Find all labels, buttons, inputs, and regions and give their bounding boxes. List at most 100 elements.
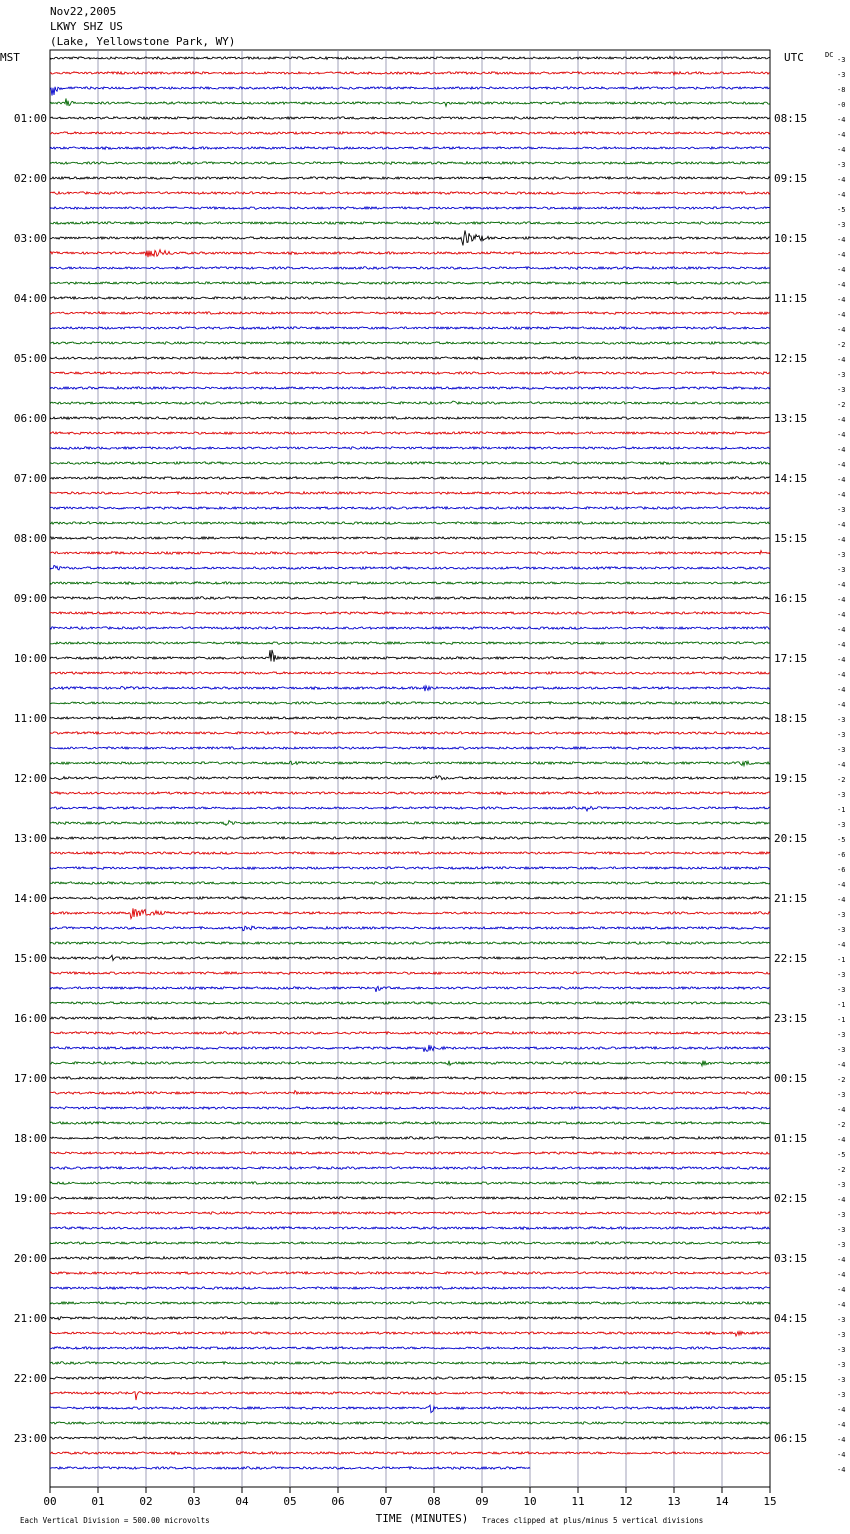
seismic-trace — [49, 1420, 771, 1426]
seismic-trace — [49, 1270, 771, 1276]
right-hour-label: 15:15 — [774, 532, 807, 545]
dc-offset-label: -4 — [837, 491, 845, 499]
dc-offset-label: -4 — [837, 116, 845, 124]
dc-offset-label: -1 — [837, 1016, 845, 1024]
seismic-trace — [49, 505, 771, 511]
x-tick-label: 05 — [283, 1495, 296, 1508]
seismic-trace — [49, 759, 771, 768]
seismic-trace — [49, 1255, 771, 1260]
seismic-trace — [49, 520, 771, 526]
seismic-trace — [49, 985, 771, 993]
seismic-trace — [49, 145, 771, 151]
left-hour-label: 08:00 — [14, 532, 47, 545]
seismic-trace — [49, 1450, 771, 1456]
right-hour-label: 21:15 — [774, 892, 807, 905]
x-axis-label: TIME (MINUTES) — [376, 1512, 469, 1525]
dc-offset-label: -3 — [837, 161, 845, 169]
dc-offset-label: -4 — [837, 326, 845, 334]
dc-offset-label: -4 — [837, 266, 845, 274]
dc-offset-label: -8 — [837, 86, 845, 94]
seismic-trace — [49, 70, 770, 77]
chart-station: LKWY SHZ US — [50, 20, 123, 33]
x-tick-label: 00 — [43, 1495, 56, 1508]
left-hour-label: 23:00 — [14, 1432, 47, 1445]
left-hour-label: 21:00 — [14, 1312, 47, 1325]
right-hour-label: 01:15 — [774, 1132, 807, 1145]
seismic-trace — [49, 430, 771, 436]
seismic-trace — [49, 1044, 771, 1052]
left-hour-label: 13:00 — [14, 832, 47, 845]
left-hour-label: 04:00 — [14, 292, 47, 305]
right-hour-label: 06:15 — [774, 1432, 807, 1445]
dc-offset-label: -3 — [837, 506, 845, 514]
seismic-trace — [49, 248, 771, 258]
seismic-trace — [49, 715, 771, 721]
dc-offset-label: -4 — [837, 191, 845, 199]
seismic-trace — [49, 1375, 771, 1381]
x-tick-label: 07 — [379, 1495, 392, 1508]
plot-frame — [49, 49, 771, 1488]
seismic-trace — [49, 325, 771, 331]
seismic-trace — [50, 1225, 771, 1231]
dc-offset-label: -3 — [837, 986, 845, 994]
seismic-trace — [49, 865, 771, 871]
seismic-trace — [49, 1195, 771, 1201]
seismic-trace — [49, 940, 771, 946]
x-tick-label: 12 — [619, 1495, 632, 1508]
dc-offset-label: -4 — [837, 1451, 845, 1459]
right-hour-label: 09:15 — [774, 172, 807, 185]
left-hour-label: 11:00 — [14, 712, 47, 725]
dc-offset-label: -3 — [837, 1181, 845, 1189]
x-tick-label: 10 — [523, 1495, 536, 1508]
dc-offset-label: -4 — [837, 1256, 845, 1264]
seismic-trace — [49, 1075, 771, 1081]
dc-offset-label: -4 — [837, 236, 845, 244]
dc-label: DC — [825, 51, 833, 59]
seismic-trace — [49, 1345, 771, 1351]
seismic-trace — [49, 460, 771, 466]
dc-offset-label: -4 — [837, 251, 845, 259]
x-tick-label: 11 — [571, 1495, 584, 1508]
seismic-trace — [49, 610, 771, 616]
dc-offset-label: -4 — [837, 611, 845, 619]
seismic-trace — [49, 1465, 531, 1471]
left-hour-label: 09:00 — [14, 592, 47, 605]
seismic-trace — [49, 265, 771, 271]
dc-offset-label: -4 — [837, 146, 845, 154]
dc-offset-label: -3 — [837, 746, 845, 754]
left-hour-label: 12:00 — [14, 772, 47, 785]
dc-offset-label: -4 — [837, 461, 845, 469]
left-hour-label: 19:00 — [14, 1192, 47, 1205]
seismic-trace — [49, 684, 771, 692]
right-hour-label: 00:15 — [774, 1072, 807, 1085]
right-timezone-label: UTC — [784, 51, 804, 64]
x-tick-label: 03 — [187, 1495, 200, 1508]
dc-offset-label: -2 — [837, 776, 845, 784]
right-hour-label: 08:15 — [774, 112, 807, 125]
seismic-trace — [49, 1135, 771, 1141]
seismic-trace — [49, 385, 771, 390]
seismic-trace — [49, 160, 771, 166]
seismic-trace — [49, 895, 771, 901]
seismic-trace — [49, 98, 771, 108]
seismic-trace — [49, 1180, 771, 1186]
dc-offset-label: -3 — [837, 1316, 845, 1324]
dc-offset-label: -4 — [837, 1421, 845, 1429]
right-hour-label: 05:15 — [774, 1372, 807, 1385]
dc-offset-label: -3 — [837, 551, 845, 559]
left-hour-label: 20:00 — [14, 1252, 47, 1265]
seismic-trace — [49, 415, 771, 421]
dc-offset-label: -1 — [837, 1001, 845, 1009]
left-hour-label: 05:00 — [14, 352, 47, 365]
right-hour-label: 11:15 — [774, 292, 807, 305]
dc-offset-label: -4 — [837, 536, 845, 544]
dc-offset-label: -4 — [837, 1136, 845, 1144]
left-hour-label: 07:00 — [14, 472, 47, 485]
dc-offset-label: -3 — [837, 71, 845, 79]
left-hour-label: 02:00 — [14, 172, 47, 185]
seismic-trace — [49, 649, 771, 662]
x-tick-label: 14 — [715, 1495, 729, 1508]
dc-offset-label: -3 — [837, 1241, 845, 1249]
dc-offset-label: -4 — [837, 671, 845, 679]
